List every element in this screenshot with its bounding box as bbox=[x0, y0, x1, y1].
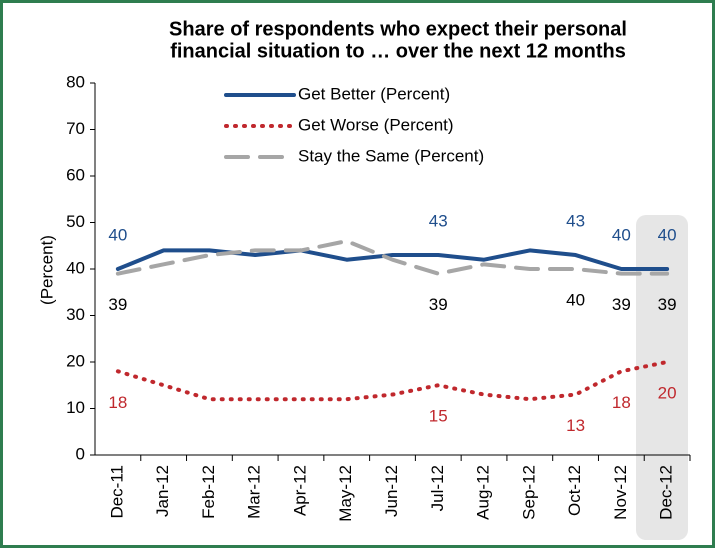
y-tick-label: 50 bbox=[66, 212, 85, 231]
data-label: 18 bbox=[612, 393, 631, 412]
legend-label: Stay the Same (Percent) bbox=[298, 146, 484, 165]
x-tick-label: Apr-12 bbox=[290, 465, 309, 516]
x-tick-label: Jun-12 bbox=[382, 465, 401, 517]
series-line bbox=[115, 239, 670, 276]
y-tick-label: 70 bbox=[66, 119, 85, 138]
highlight bbox=[636, 215, 688, 540]
data-label: 39 bbox=[429, 295, 448, 314]
series-line bbox=[115, 248, 670, 271]
data-label: 43 bbox=[429, 212, 448, 231]
data-label: 13 bbox=[566, 416, 585, 435]
y-tick-label: 40 bbox=[66, 258, 85, 277]
data-label: 39 bbox=[108, 295, 127, 314]
x-tick-label: Feb-12 bbox=[199, 465, 218, 519]
legend-label: Get Worse (Percent) bbox=[298, 115, 454, 134]
x-tick-label: Jul-12 bbox=[428, 465, 447, 511]
y-tick-label: 30 bbox=[66, 305, 85, 324]
y-tick-label: 20 bbox=[66, 351, 85, 370]
x-tick-label: Nov-12 bbox=[611, 465, 630, 520]
y-tick-label: 80 bbox=[66, 72, 85, 91]
data-label: 40 bbox=[612, 225, 631, 244]
data-label: 20 bbox=[658, 383, 677, 402]
x-tick-label: May-12 bbox=[336, 465, 355, 522]
x-tick-label: Mar-12 bbox=[245, 465, 264, 519]
x-tick-label: Dec-11 bbox=[107, 465, 126, 519]
y-tick-label: 60 bbox=[66, 165, 85, 184]
data-label: 40 bbox=[658, 225, 677, 244]
chart-title: Share of respondents who expect their pe… bbox=[169, 18, 627, 40]
data-label: 15 bbox=[429, 407, 448, 426]
legend-label: Get Better (Percent) bbox=[298, 84, 450, 103]
chart-subtitle: financial situation to … over the next 1… bbox=[170, 40, 626, 62]
data-label: 43 bbox=[566, 212, 585, 231]
data-label: 40 bbox=[108, 225, 127, 244]
y-axis-label: (Percent) bbox=[37, 235, 56, 305]
x-tick-label: Sep-12 bbox=[519, 465, 538, 520]
x-tick-label: Aug-12 bbox=[474, 465, 493, 520]
data-label: 18 bbox=[108, 393, 127, 412]
data-label: 39 bbox=[658, 295, 677, 314]
data-label: 39 bbox=[612, 295, 631, 314]
x-tick-label: Jan-12 bbox=[153, 465, 172, 517]
y-tick-label: 0 bbox=[76, 444, 85, 463]
x-tick-label: Dec-12 bbox=[657, 465, 676, 520]
series-line bbox=[115, 360, 670, 402]
y-tick-label: 10 bbox=[66, 398, 85, 417]
data-label: 40 bbox=[566, 290, 585, 309]
x-tick-label: Oct-12 bbox=[565, 465, 584, 516]
